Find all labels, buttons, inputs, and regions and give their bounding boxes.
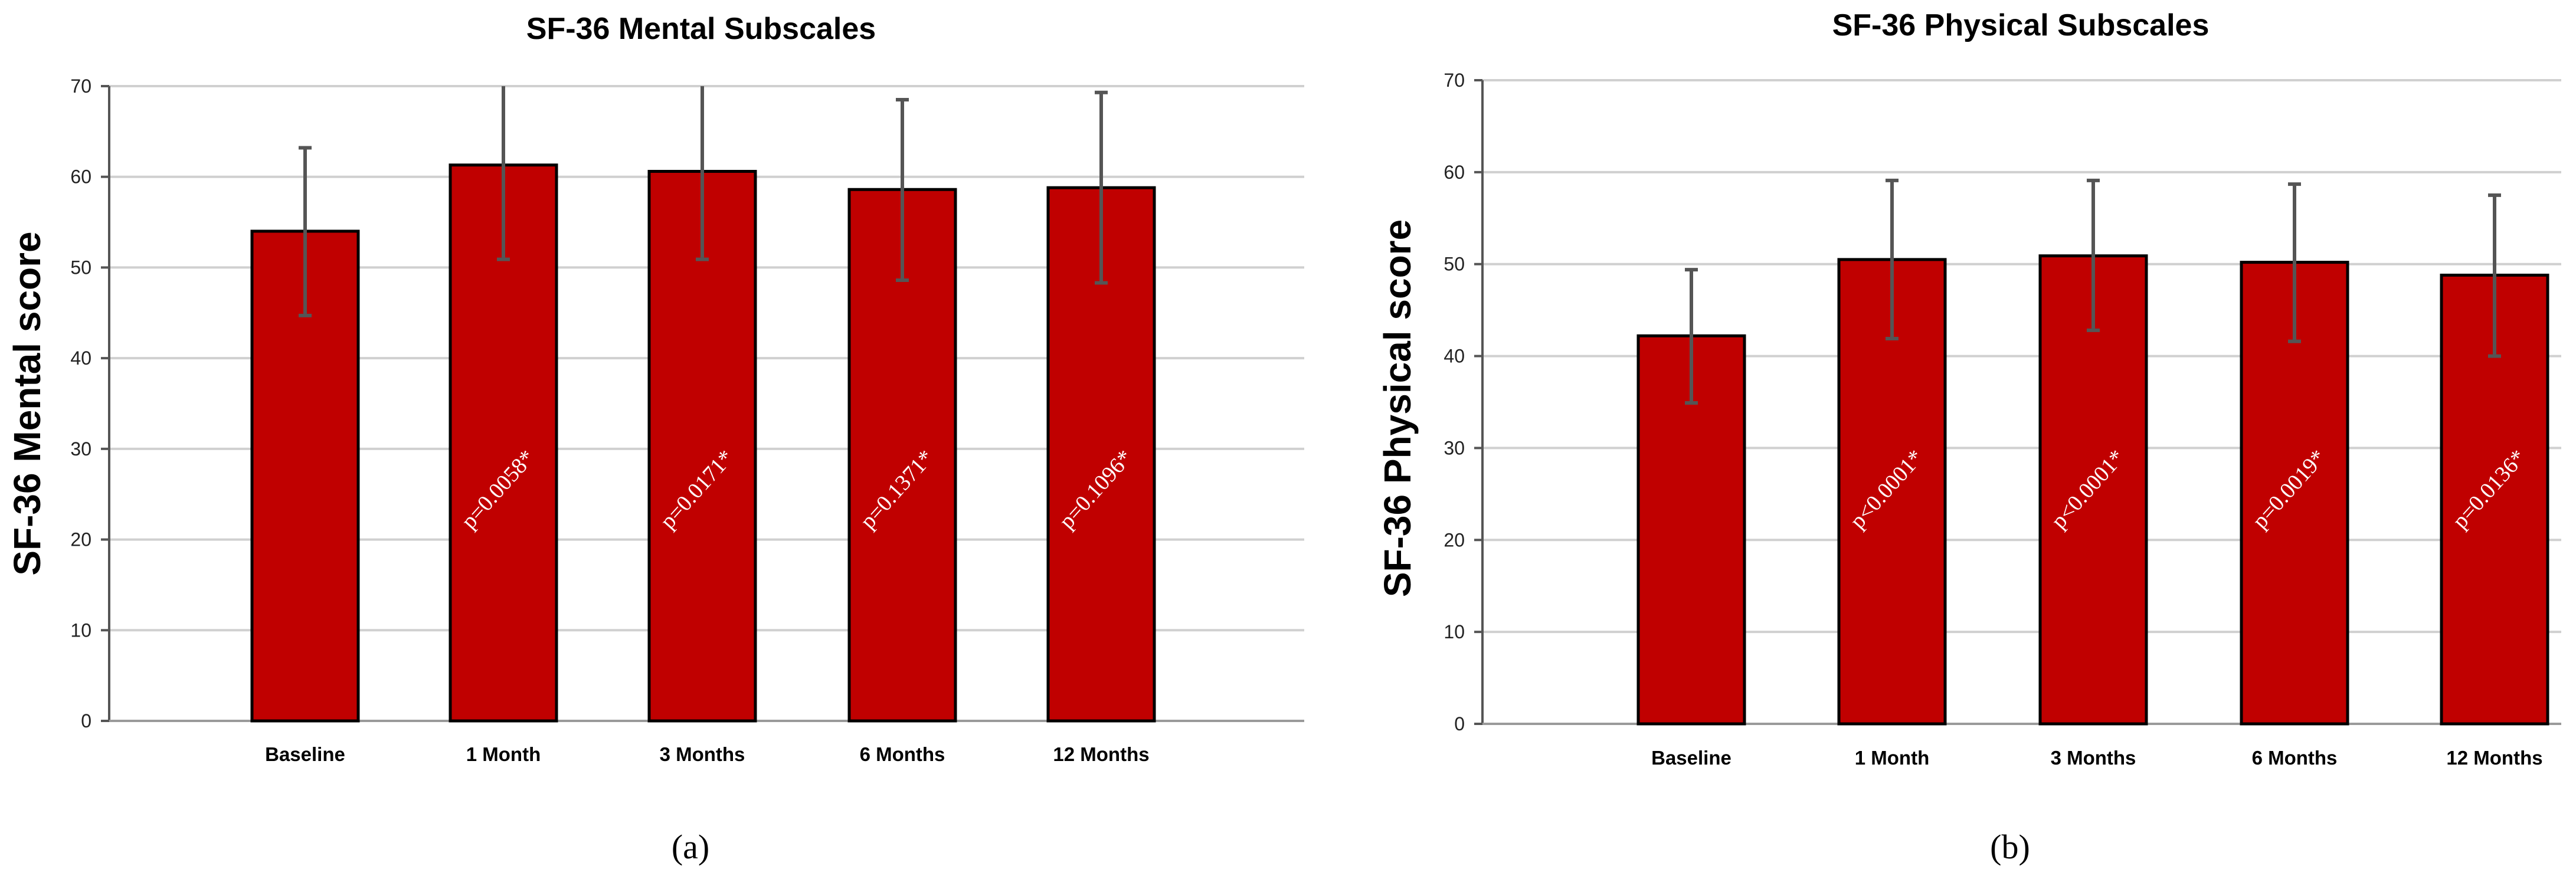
y-tick-label: 60 <box>70 166 91 188</box>
y-tick-label: 30 <box>70 438 91 460</box>
y-tick-label: 0 <box>81 710 91 732</box>
x-tick-label-1-month: 1 Month <box>1855 747 1929 769</box>
bar-3-months <box>647 169 757 723</box>
x-tick-label-baseline: Baseline <box>265 743 345 765</box>
x-tick-label-3-months: 3 Months <box>2051 747 2136 769</box>
x-tick-label-6-months: 6 Months <box>2252 747 2338 769</box>
panel-label: (b) <box>1990 828 2030 866</box>
y-tick-label: 30 <box>1444 437 1465 458</box>
y-tick-label: 20 <box>70 529 91 550</box>
chart-title: SF-36 Mental Subscales <box>526 12 876 46</box>
physical-subscales-chart: SF-36 Physical Subscales SF-36 Physical s… <box>1376 8 2561 866</box>
y-tick-label: 70 <box>70 76 91 97</box>
x-tick-label-1-month: 1 Month <box>466 743 541 765</box>
y-axis-label: SF-36 Mental score <box>6 231 48 575</box>
chart-title: SF-36 Physical Subscales <box>1832 8 2210 42</box>
x-tick-label-6-months: 6 Months <box>860 743 945 765</box>
y-tick-label: 40 <box>70 347 91 369</box>
y-tick-label: 70 <box>1444 70 1465 91</box>
y-tick-label: 40 <box>1444 346 1465 367</box>
y-tick-label: 60 <box>1444 162 1465 183</box>
y-tick-label: 50 <box>70 257 91 278</box>
y-tick-label: 20 <box>1444 529 1465 550</box>
y-tick-label: 0 <box>1454 713 1465 734</box>
x-tick-label-12-months: 12 Months <box>2446 747 2542 769</box>
x-tick-label-baseline: Baseline <box>1651 747 1731 769</box>
panel-label: (a) <box>672 828 709 866</box>
y-tick-label: 10 <box>70 619 91 641</box>
mental-subscales-chart: SF-36 Mental Subscales SF-36 Mental score… <box>6 12 1304 866</box>
y-tick-label: 10 <box>1444 621 1465 642</box>
x-tick-label-12-months: 12 Months <box>1053 743 1149 765</box>
y-tick-label: 50 <box>1444 254 1465 275</box>
y-axis-label: SF-36 Physical score <box>1376 219 1419 597</box>
x-tick-label-3-months: 3 Months <box>660 743 745 765</box>
